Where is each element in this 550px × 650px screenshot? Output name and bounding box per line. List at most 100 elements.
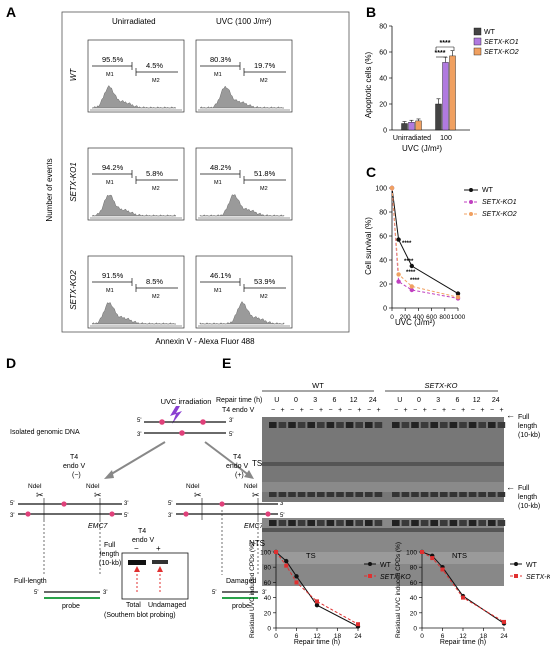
c-legend-label: SETX-KO2	[482, 211, 517, 218]
d-right-top-3: 3'	[280, 501, 284, 507]
nts-band	[355, 520, 363, 526]
e-nts-kb: (10-kb)	[518, 503, 540, 510]
c-data-point	[455, 295, 461, 300]
ts-lower-band	[497, 492, 506, 497]
nts-band	[449, 520, 458, 526]
c-legend-label: WT	[482, 187, 494, 194]
cpd-xlabel: Repair time (h)	[294, 639, 340, 646]
cpd-data-point	[294, 580, 299, 585]
blot-band-undamaged	[152, 560, 168, 564]
cpd-x-tick-label: 24	[354, 633, 362, 640]
lane-time-label: 6	[455, 397, 459, 404]
ndel-right-1: NdeI	[186, 483, 200, 490]
c-series-line	[391, 187, 459, 298]
ts-lower-band	[478, 492, 486, 497]
uvc-irradiation-label: UVC irradiation	[161, 397, 212, 406]
cpd-x-tick-label: 6	[441, 633, 445, 640]
m1-percent: 46.1%	[210, 271, 232, 280]
cpd-x-tick-label: 18	[334, 633, 342, 640]
lane-t4-sign: −	[452, 407, 456, 414]
nts-band	[392, 520, 400, 526]
arrow-nts-icon: ←	[506, 482, 515, 492]
panel-letter-c: C	[366, 164, 376, 180]
cpd-y-tick-label: 0	[413, 626, 417, 633]
panel-b-ylabel: Apoptotic cells (%)	[364, 52, 373, 119]
full-length-label: Full-length	[14, 578, 47, 585]
nts-band	[307, 520, 315, 526]
c-data-point	[455, 291, 461, 296]
gate-m1-label: M1	[214, 72, 222, 78]
dna-top-5prime: 5'	[137, 418, 141, 424]
cpd-data-point	[420, 550, 424, 554]
e-ts-label: TS	[252, 459, 262, 468]
m1-percent: 80.3%	[210, 55, 232, 64]
ts-lower-band	[288, 492, 296, 497]
nts-band	[411, 520, 419, 526]
lane-time-label: 0	[417, 397, 421, 404]
lane-t4-sign: +	[319, 407, 323, 414]
damaged-label: Damaged	[226, 578, 256, 585]
row-label-ko2: SETX-KO2	[69, 270, 78, 310]
lane-time-label: 24	[369, 397, 377, 404]
cpd-x-tick-label: 12	[459, 633, 467, 640]
ts-band	[317, 422, 325, 428]
ts-lower-band	[336, 492, 344, 497]
c-y-tick-label: 40	[379, 258, 387, 265]
dna-bottom-3prime: 3'	[137, 432, 141, 438]
ts-band	[440, 422, 448, 428]
lesion-icon	[219, 501, 225, 507]
lightning-icon	[170, 406, 182, 424]
ts-band	[336, 422, 344, 428]
c-data-point	[396, 237, 401, 242]
ts-lower-band	[297, 492, 306, 497]
histogram-curve	[91, 302, 176, 325]
ts-lower-band	[440, 492, 448, 497]
c-x-tick-label: 400	[413, 314, 424, 321]
e-setx-header: SETX-KO	[425, 381, 458, 390]
flow-histograms: M1 M2 95.5% 4.5% M1 M2 80.3% 19.7% M1 M2 94.2% 5.8%…	[87, 39, 293, 329]
blot-nts-smear	[262, 552, 504, 564]
blot-plus: +	[156, 544, 161, 553]
cpd-ylabel: Residual UVC induced CPDs (%)	[395, 542, 402, 638]
lesion-icon	[109, 511, 115, 517]
m1-percent: 94.2%	[102, 163, 124, 172]
nts-band	[374, 520, 383, 526]
c-y-tick-label: 60	[379, 234, 387, 241]
gate-m2-label: M2	[152, 78, 160, 84]
panel-letter-a: A	[6, 4, 16, 20]
ts-lower-band	[355, 492, 363, 497]
arrowhead-icon	[134, 566, 140, 572]
d-left-bot-3: 3'	[10, 513, 14, 519]
c-data-point	[409, 287, 414, 293]
c-y-tick-label: 100	[375, 186, 387, 193]
c-data-point	[396, 272, 401, 277]
nts-band	[440, 520, 448, 526]
ts-band	[411, 422, 419, 428]
panel-a-ylabel: Number of events	[45, 158, 54, 221]
blot-ts-shade	[262, 462, 504, 466]
arrowhead-icon	[104, 470, 114, 479]
cpd-data-point	[284, 558, 289, 564]
nts-band	[430, 520, 438, 526]
m2-percent: 53.9%	[254, 277, 276, 286]
dm-3prime: 3'	[262, 590, 266, 596]
ts-band	[478, 422, 486, 428]
c-series-line	[391, 187, 459, 295]
nts-band	[468, 520, 477, 526]
m1-percent: 48.2%	[210, 163, 232, 172]
b-sig-label: ****	[435, 50, 446, 57]
histogram-curve	[91, 85, 177, 109]
nts-band	[488, 520, 496, 526]
c-y-tick-label: 80	[379, 210, 387, 217]
arrowhead-icon	[157, 566, 163, 572]
emc7-right-label: EMC7	[244, 523, 265, 530]
cpd-y-tick-label: 40	[264, 595, 272, 602]
gate-m1-label: M1	[214, 288, 222, 294]
ts-lower-band	[392, 492, 400, 497]
lane-t4-sign: +	[500, 407, 504, 414]
m2-percent: 51.8%	[254, 169, 276, 178]
ndel-left-1: NdeI	[28, 483, 42, 490]
blot-t4-label: T4	[138, 528, 146, 535]
nts-band	[497, 520, 506, 526]
